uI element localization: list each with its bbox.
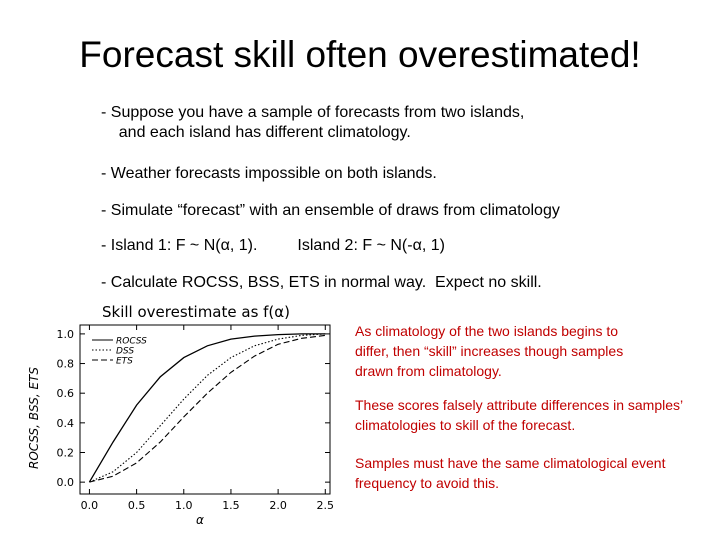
x-tick-label: 1.5 (222, 499, 240, 512)
x-tick-label: 0.5 (128, 499, 146, 512)
chart-x-axis-label: α (196, 513, 204, 527)
bullet-samples-cont: and each island has different climatolog… (101, 124, 411, 141)
legend-label-rocss: ROCSS (116, 337, 147, 347)
y-tick-label: 1.0 (57, 328, 75, 341)
series-line-ets (89, 334, 326, 483)
y-tick-label: 0.4 (57, 417, 75, 430)
legend-label-ets: ETS (116, 357, 133, 367)
note-same-frequency: Samples must have the same climatologica… (355, 455, 666, 491)
y-tick-label: 0.6 (57, 387, 75, 400)
chart-y-axis-label: ROCSS, BSS, ETS (27, 367, 41, 469)
note-false-attribution: These scores falsely attribute differenc… (355, 397, 683, 433)
chart-title: Skill overestimate as f(α) (102, 303, 290, 321)
plot-frame (79, 324, 331, 495)
note-climatology-differ: As climatology of the two islands begins… (355, 323, 624, 379)
bullet-impossible: - Weather forecasts impossible on both i… (101, 165, 437, 182)
bullet-simulate: - Simulate “forecast” with an ensemble o… (101, 202, 560, 219)
bullet-samples: - Suppose you have a sample of forecasts… (101, 104, 525, 121)
series-line-dss (89, 333, 326, 483)
x-tick-label: 1.0 (175, 499, 193, 512)
x-tick-label: 2.0 (269, 499, 287, 512)
x-tick-label: 0.0 (81, 499, 99, 512)
bullet-calculate: - Calculate ROCSS, BSS, ETS in normal wa… (101, 274, 542, 291)
series-line-rocss (88, 333, 326, 483)
bullet-islands: - Island 1: F ~ N(α, 1). Island 2: F ~ N… (101, 237, 445, 254)
y-tick-label: 0.0 (57, 476, 75, 489)
skill-chart: Skill overestimate as f(α) ROCSS, BSS, E… (27, 303, 335, 527)
x-tick-label: 2.5 (317, 499, 335, 512)
legend-label-dss: DSS (116, 347, 134, 357)
slide-title: Forecast skill often overestimated! (79, 34, 641, 75)
y-tick-label: 0.8 (57, 358, 75, 371)
y-tick-label: 0.2 (57, 446, 75, 459)
